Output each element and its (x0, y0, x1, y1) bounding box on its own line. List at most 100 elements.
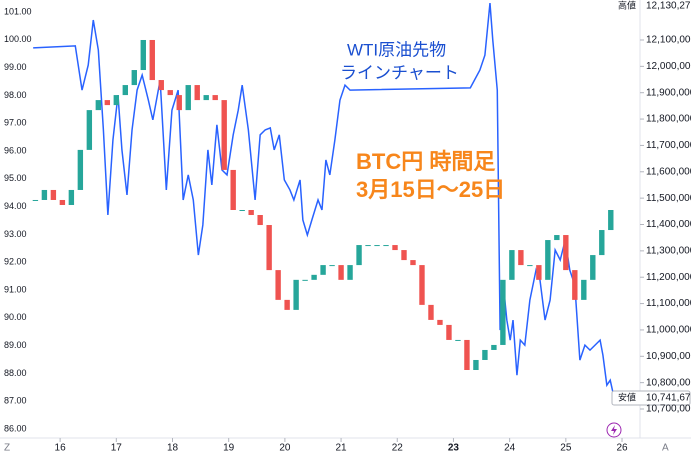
annotation: ラインチャート (340, 63, 459, 82)
x-tick-label: 24 (504, 443, 516, 454)
x-tick-label: 16 (55, 443, 67, 454)
candle (221, 100, 227, 170)
candle (383, 245, 389, 247)
candle (176, 95, 182, 111)
candle (293, 279, 299, 310)
y2-tick-label: 11,600,000 (646, 166, 691, 177)
overlay-title: 3月15日～25日 (356, 177, 505, 202)
low-tag-value: 10,741,675 (646, 393, 691, 404)
candle (149, 39, 155, 81)
y2-tick-label: 11,200,000 (646, 272, 691, 283)
candle (473, 359, 479, 370)
y2-tick-label: 11,900,000 (646, 87, 691, 98)
candle (113, 95, 120, 106)
y-tick-label: 93.00 (4, 229, 27, 239)
y2-tick-label: 11,400,000 (646, 219, 691, 230)
candle (59, 199, 66, 205)
y-tick-label: 101.00 (4, 6, 32, 16)
x-tick-label: 25 (560, 443, 572, 454)
x-tick-label: 17 (111, 443, 123, 454)
candle (194, 85, 200, 101)
candle (185, 85, 191, 111)
candle (554, 235, 560, 241)
candle (356, 245, 362, 266)
y2-tick-label: 12,000,000 (646, 61, 691, 72)
x-tick-label: 21 (336, 443, 348, 454)
y2-tick-label: 11,700,000 (646, 140, 691, 151)
x-tick-label: 26 (616, 443, 628, 454)
y-tick-label: 94.00 (4, 201, 27, 211)
candle (50, 189, 57, 200)
candle (32, 199, 39, 201)
alert-icon (611, 425, 617, 435)
candle (68, 189, 75, 205)
candle (428, 304, 434, 320)
candle (365, 245, 371, 247)
candle (104, 100, 111, 106)
y-tick-label: 98.00 (4, 90, 27, 100)
corner-label: A (662, 443, 669, 454)
candle (482, 349, 488, 360)
annotation: WTI原油先物 (347, 40, 446, 59)
candle (536, 265, 542, 280)
overlay-title: BTC円 時間足 (356, 149, 495, 174)
y-tick-label: 86.00 (4, 423, 27, 433)
high-tag-value: 12,130,277 (646, 1, 691, 12)
y-tick-label: 88.00 (4, 368, 27, 378)
x-tick-label: 20 (279, 443, 291, 454)
candle (608, 209, 614, 231)
y-tick-label: 100.00 (4, 34, 32, 44)
candle (329, 265, 335, 267)
x-tick-label: 22 (392, 443, 404, 454)
y2-tick-label: 11,100,000 (646, 298, 691, 309)
y-tick-label: 97.00 (4, 118, 27, 128)
y-tick-label: 87.00 (4, 396, 27, 406)
low-tag-box (611, 390, 691, 406)
candle (275, 270, 281, 300)
candle (140, 39, 146, 71)
candle (284, 299, 290, 310)
y2-tick-label: 10,800,000 (646, 377, 691, 388)
candle (122, 85, 128, 96)
high-tag-label: 高値 (618, 0, 636, 10)
candle (563, 235, 569, 271)
candle (347, 265, 353, 280)
candle (338, 265, 344, 280)
plot (32, 2, 615, 399)
candle (410, 260, 416, 266)
candle (437, 319, 443, 325)
candle (311, 274, 317, 280)
candle (86, 110, 93, 150)
candle (257, 215, 263, 226)
candle (509, 250, 515, 280)
y2-tick-label: 11,800,000 (646, 114, 691, 125)
y-tick-label: 96.00 (4, 145, 27, 155)
candle (401, 250, 407, 261)
corner-label: Z (4, 443, 10, 454)
y-tick-label: 99.00 (4, 62, 27, 72)
candle (518, 250, 524, 266)
candle (464, 339, 470, 370)
y2-tick-label: 11,000,000 (646, 325, 691, 336)
y2-tick-label: 11,500,000 (646, 193, 691, 204)
candle (581, 279, 587, 300)
candle (230, 169, 236, 210)
candle (203, 95, 209, 101)
candle (491, 344, 497, 350)
candle (248, 209, 254, 216)
y-tick-label: 90.00 (4, 312, 27, 322)
candle (167, 90, 173, 96)
y-tick-label: 91.00 (4, 284, 27, 294)
x-tick-label: 18 (167, 443, 179, 454)
candle (212, 95, 218, 101)
candle (545, 240, 551, 280)
y2-tick-label: 10,700,000 (646, 404, 691, 415)
candle (158, 80, 164, 91)
x-tick-label: 23 (448, 443, 460, 454)
candle (500, 279, 506, 345)
y2-tick-label: 11,300,000 (646, 245, 691, 256)
wti-line (33, 2, 615, 399)
candle (131, 70, 137, 86)
